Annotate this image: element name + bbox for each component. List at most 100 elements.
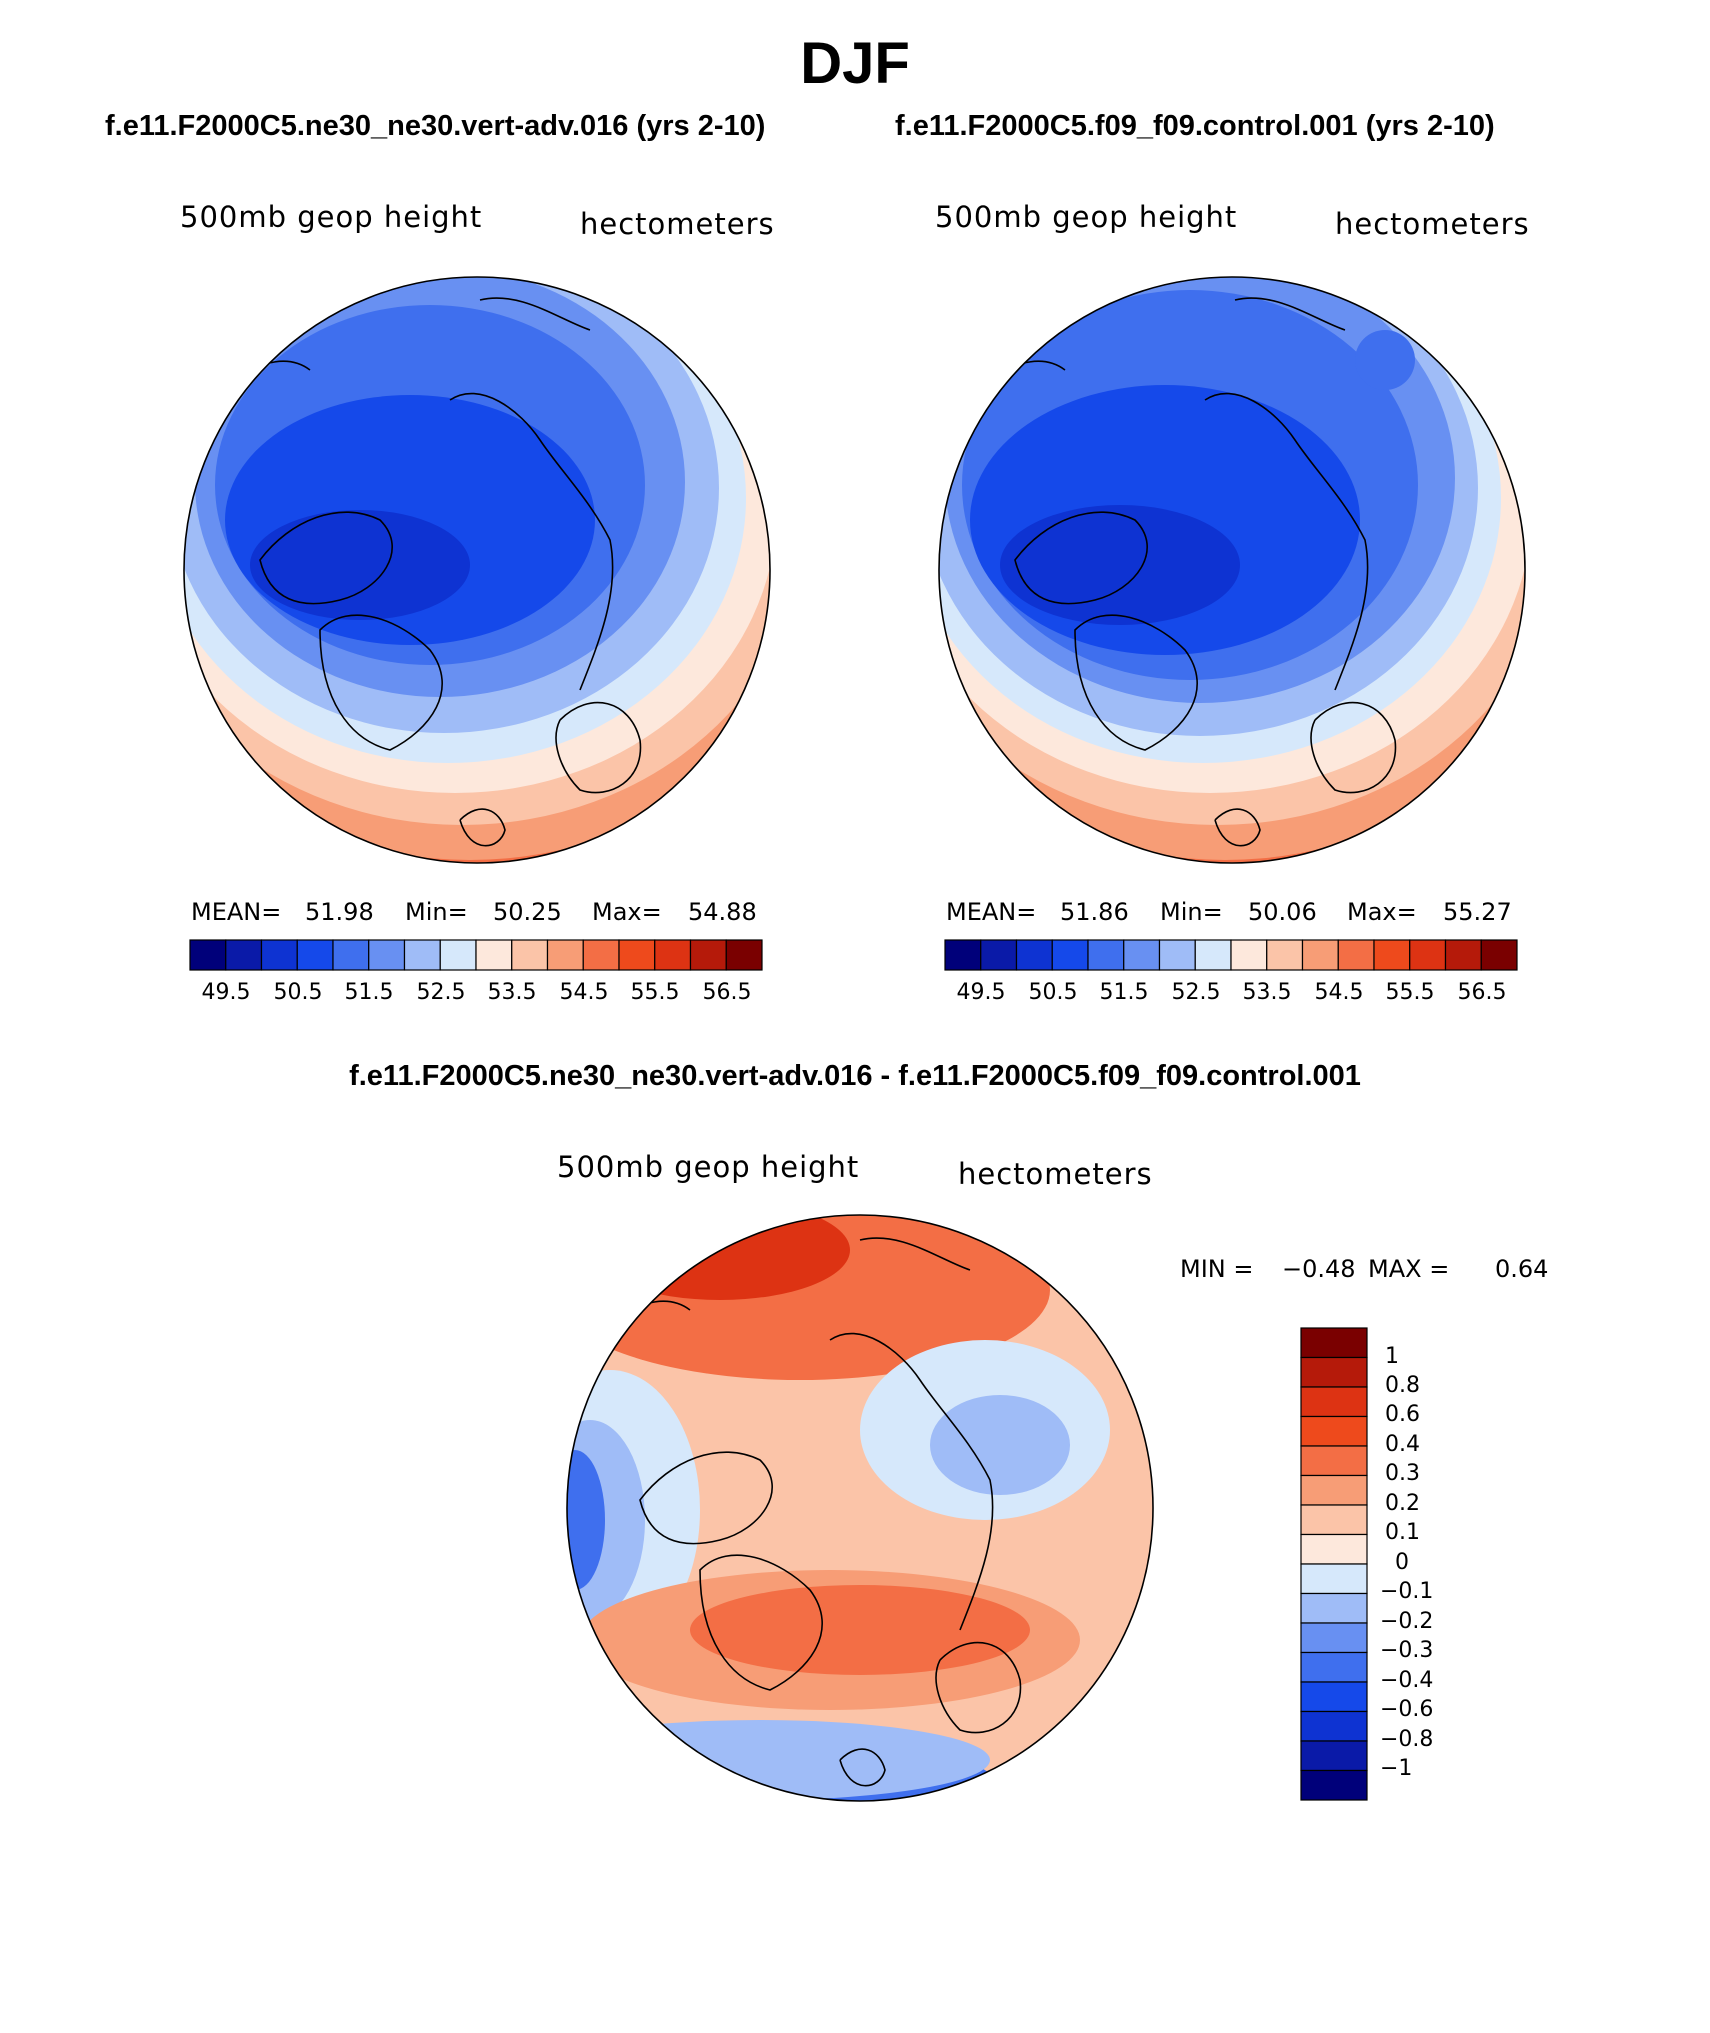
right-colorbar-swatch-13: [1409, 939, 1447, 971]
left-tick-1: 50.5: [273, 980, 323, 1005]
diff-min-label: MIN =: [1180, 1255, 1254, 1283]
diff-colorbar: [1300, 1327, 1368, 1801]
left-colorbar-swatch-7: [439, 939, 477, 971]
diff-colorbar-swatch-6: [1300, 1504, 1368, 1536]
diff-colorbar-swatch-8: [1300, 1563, 1368, 1595]
left-colorbar-swatch-3: [296, 939, 334, 971]
panel-right-min-label: Min=: [1160, 898, 1223, 926]
left-colorbar-swatch-11: [582, 939, 620, 971]
right-tick-7: 56.5: [1457, 980, 1507, 1005]
diff-max-label: MAX =: [1368, 1255, 1450, 1283]
left-colorbar-swatch-15: [725, 939, 763, 971]
diff-neg-west-core: [567, 1450, 605, 1590]
panel-left-mean-label: MEAN=: [191, 898, 282, 926]
diff-tick-1: 0.8: [1385, 1373, 1420, 1398]
panel-left-mean: 51.98: [305, 898, 374, 926]
right-colorbar-swatch-1: [980, 939, 1018, 971]
panel-left-min-label: Min=: [405, 898, 468, 926]
diff-colorbar-swatch-14: [1300, 1740, 1368, 1772]
panel-right-max-label: Max=: [1347, 898, 1417, 926]
right-colorbar-swatch-6: [1158, 939, 1196, 971]
diff-tick-6: 0.1: [1385, 1520, 1420, 1545]
diff-colorbar-swatch-4: [1300, 1445, 1368, 1477]
figure-title: DJF: [800, 31, 910, 96]
diff-colorbar-swatch-3: [1300, 1415, 1368, 1447]
right-colorbar-swatch-15: [1480, 939, 1518, 971]
panel-left-max: 54.88: [688, 898, 757, 926]
right-colorbar-swatch-11: [1337, 939, 1375, 971]
left-band-8: [250, 510, 470, 620]
right-colorbar-swatch-14: [1444, 939, 1482, 971]
diff-tick-3: 0.4: [1385, 1432, 1420, 1457]
panel-right-max: 55.27: [1443, 898, 1512, 926]
right-tick-6: 55.5: [1385, 980, 1435, 1005]
diff-neg-south-outer: [567, 1720, 990, 1800]
panel-left-min: 50.25: [493, 898, 562, 926]
panel-right-mean: 51.86: [1060, 898, 1129, 926]
panel-right-units: hectometers: [1335, 207, 1530, 241]
right-colorbar-swatch-2: [1015, 939, 1053, 971]
diff-tick-9: −0.2: [1380, 1609, 1434, 1634]
left-tick-0: 49.5: [201, 980, 251, 1005]
diff-tick-0: 1: [1385, 1344, 1399, 1369]
diff-tick-7: 0: [1395, 1550, 1409, 1575]
left-tick-3: 52.5: [416, 980, 466, 1005]
diff-tick-13: −0.8: [1380, 1727, 1434, 1752]
right-tick-1: 50.5: [1028, 980, 1078, 1005]
diff-variable: 500mb geop height: [557, 1150, 860, 1184]
diff-colorbar-swatch-1: [1300, 1356, 1368, 1388]
diff-neg-east-core: [930, 1395, 1070, 1495]
right-colorbar-swatch-10: [1301, 939, 1339, 971]
right-tick-3: 52.5: [1171, 980, 1221, 1005]
diff-colorbar-swatch-13: [1300, 1710, 1368, 1742]
right-colorbar-swatch-4: [1087, 939, 1125, 971]
diff-pos-center-core: [690, 1585, 1030, 1675]
diff-tick-10: −0.3: [1380, 1638, 1434, 1663]
left-colorbar-swatch-5: [368, 939, 406, 971]
diff-colorbar-swatch-10: [1300, 1622, 1368, 1654]
left-tick-2: 51.5: [344, 980, 394, 1005]
diff-tick-5: 0.2: [1385, 1491, 1420, 1516]
panel-left-case-title: f.e11.F2000C5.ne30_ne30.vert-adv.016 (yr…: [105, 110, 766, 142]
diff-units: hectometers: [958, 1157, 1153, 1191]
right-band-8: [1000, 505, 1240, 625]
right-colorbar-swatch-12: [1373, 939, 1411, 971]
right-colorbar-swatch-3: [1051, 939, 1089, 971]
diff-colorbar-swatch-0: [1300, 1327, 1368, 1359]
diff-colorbar-swatch-7: [1300, 1533, 1368, 1565]
diff-colorbar-swatch-15: [1300, 1769, 1368, 1801]
diff-max: 0.64: [1495, 1255, 1549, 1283]
left-coastlines: [239, 297, 642, 847]
diff-min: −0.48: [1282, 1255, 1356, 1283]
right-colorbar-swatch-7: [1194, 939, 1232, 971]
right-tick-0: 49.5: [956, 980, 1006, 1005]
right-band-6b: [1355, 330, 1415, 390]
panel-right-min: 50.06: [1248, 898, 1317, 926]
left-colorbar-swatch-0: [189, 939, 227, 971]
panel-left-max-label: Max=: [592, 898, 662, 926]
right-colorbar-swatch-8: [1230, 939, 1268, 971]
diff-title: f.e11.F2000C5.ne30_ne30.vert-adv.016 - f…: [349, 1060, 1361, 1092]
left-tick-5: 54.5: [559, 980, 609, 1005]
left-colorbar-swatch-4: [332, 939, 370, 971]
panel-right-mean-label: MEAN=: [946, 898, 1037, 926]
left-tick-4: 53.5: [487, 980, 537, 1005]
diff-tick-11: −0.4: [1380, 1668, 1434, 1693]
left-map-border: [183, 276, 771, 864]
panel-right-variable: 500mb geop height: [935, 200, 1238, 234]
diff-tick-8: −0.1: [1380, 1579, 1434, 1604]
diff-map-border: [566, 1214, 1154, 1802]
panel-left-colorbar: [189, 939, 763, 971]
left-tick-7: 56.5: [702, 980, 752, 1005]
left-colorbar-swatch-9: [511, 939, 549, 971]
left-tick-6: 55.5: [630, 980, 680, 1005]
diff-colorbar-swatch-9: [1300, 1592, 1368, 1624]
left-colorbar-swatch-13: [654, 939, 692, 971]
right-tick-2: 51.5: [1099, 980, 1149, 1005]
diff-colorbar-swatch-2: [1300, 1386, 1368, 1418]
diff-tick-14: −1: [1380, 1756, 1413, 1781]
diff-colorbar-swatch-5: [1300, 1474, 1368, 1506]
